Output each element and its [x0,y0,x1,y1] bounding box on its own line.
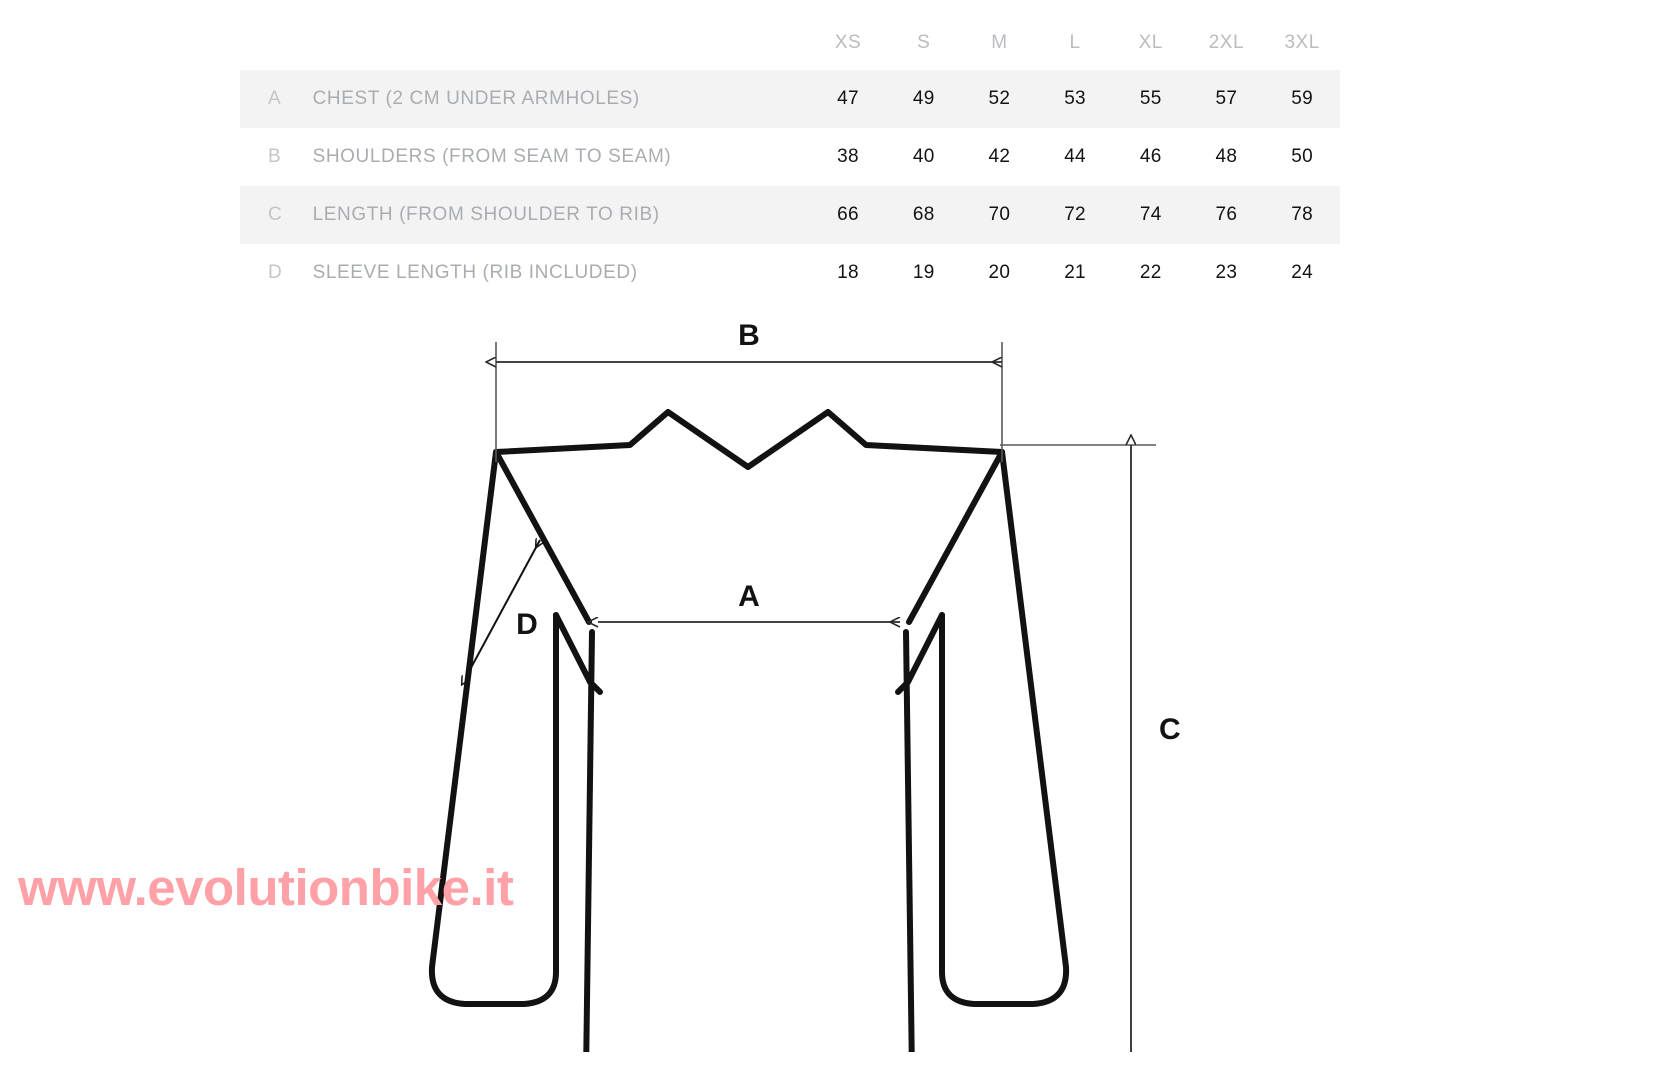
cell-b-l: 44 [1064,146,1086,167]
table-row: B SHOULDERS (FROM SEAM TO SEAM) 38 40 42… [240,128,1340,186]
d-dimension-arrow [466,540,540,677]
cell-c-3xl: 78 [1264,186,1340,244]
watermark-url: www.evolutionbike.it [18,859,514,916]
dimension-d-sleeve: D [466,540,540,677]
left-armhole-path [493,449,592,625]
cell-a-xs: 47 [810,70,886,128]
row-description-b: SHOULDERS (FROM SEAM TO SEAM) [312,146,672,167]
tshirt-outline [428,409,1070,1052]
table-header: XS S M L XL 2XL 3XL [240,22,1340,70]
cell-a-3xl: 59 [1264,70,1340,128]
cell-a-xl: 55 [1112,70,1189,128]
size-chart-table: XS S M L XL 2XL 3XL A CHEST (2 CM UNDER … [240,22,1340,302]
column-header-size-2xl: 2XL [1188,22,1265,70]
dimension-b-shoulders: B [496,319,1003,462]
column-header-letter [240,22,313,70]
right-armhole-path [906,449,1005,625]
cell-d-xs: 18 [837,262,859,283]
column-header-size-xs: XS [810,22,886,70]
shoulder-and-neckline-path [493,409,1005,470]
right-body-side-path [903,629,915,1052]
column-header-size-m: M [961,22,1038,70]
cell-a-2xl: 57 [1188,70,1265,128]
dimension-label-d: D [516,608,538,641]
cell-a-s: 49 [885,70,962,128]
row-letter-c: C [240,186,313,244]
left-sleeve-path [428,449,559,1007]
column-header-size-s: S [885,22,962,70]
cell-c-s: 68 [885,186,962,244]
column-header-size-3xl: 3XL [1264,22,1340,70]
cell-d-l: 21 [1064,262,1086,283]
table-row: A CHEST (2 CM UNDER ARMHOLES) 47 49 52 5… [240,70,1340,128]
dimension-a-chest: A [598,580,900,622]
dimension-label-c: C [1159,713,1181,746]
cell-c-xs: 66 [810,186,886,244]
cell-a-l: 53 [1037,70,1113,128]
dimension-label-a: A [738,580,760,613]
column-header-size-xl: XL [1112,22,1189,70]
right-sleeve-path [939,449,1070,1007]
cell-c-xl: 74 [1112,186,1189,244]
row-letter-a: A [240,70,313,128]
cell-d-2xl: 23 [1215,262,1238,283]
row-description-c: LENGTH (FROM SHOULDER TO RIB) [312,186,811,244]
row-letter-d: D [268,262,283,283]
dimension-c-length: C [1000,445,1181,1052]
cell-b-3xl: 50 [1291,146,1313,167]
left-body-side-path [583,629,595,1052]
table-row: D SLEEVE LENGTH (RIB INCLUDED) 18 19 20 … [240,244,1340,302]
cell-b-xl: 46 [1139,146,1162,167]
cell-b-s: 40 [912,146,935,167]
row-description-d: SLEEVE LENGTH (RIB INCLUDED) [312,262,638,283]
cell-d-3xl: 24 [1291,262,1313,283]
cell-b-2xl: 48 [1215,146,1238,167]
dimension-label-b: B [738,319,760,352]
cell-c-2xl: 76 [1188,186,1265,244]
cell-c-m: 70 [961,186,1038,244]
table-row: C LENGTH (FROM SHOULDER TO RIB) 66 68 70… [240,186,1340,244]
column-header-size-l: L [1037,22,1113,70]
cell-d-m: 20 [988,262,1011,283]
column-header-description [312,22,811,70]
row-letter-b: B [268,146,282,167]
table-header-row: XS S M L XL 2XL 3XL [240,22,1340,70]
table-body: A CHEST (2 CM UNDER ARMHOLES) 47 49 52 5… [240,70,1340,302]
cell-a-m: 52 [961,70,1038,128]
cell-b-m: 42 [988,146,1011,167]
cell-c-l: 72 [1037,186,1113,244]
row-description-a: CHEST (2 CM UNDER ARMHOLES) [312,70,811,128]
size-chart-table-container: XS S M L XL 2XL 3XL A CHEST (2 CM UNDER … [240,22,1340,302]
cell-b-xs: 38 [837,146,859,167]
cell-d-s: 19 [912,262,935,283]
tshirt-measurement-diagram: B A D C [428,319,1181,1052]
cell-d-xl: 22 [1139,262,1162,283]
